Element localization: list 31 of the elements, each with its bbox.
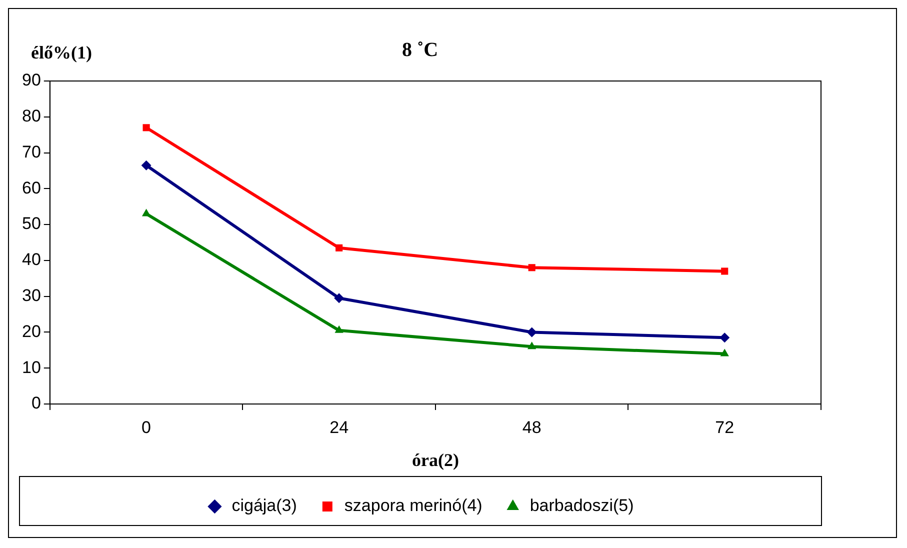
point (526, 327, 537, 338)
legend-label: barbadoszi(5) (530, 496, 634, 516)
y-tick-label: 40 (22, 250, 41, 270)
y-tick-label: 10 (22, 358, 41, 377)
point (721, 268, 728, 275)
y-tick-label: 80 (22, 106, 41, 126)
chart-title: 8 ˚C (402, 39, 438, 62)
x-tick-label: 24 (330, 418, 349, 437)
x-tick-label: 48 (522, 418, 542, 437)
point (334, 293, 344, 304)
point (528, 264, 536, 272)
y-tick-label: 90 (22, 70, 41, 90)
point (720, 332, 730, 343)
y-tick-label: 30 (22, 286, 41, 306)
point (334, 325, 344, 333)
legend-label: szapora merinó(4) (344, 496, 482, 516)
x-tick-label: 0 (142, 418, 152, 437)
y-tick-label: 70 (22, 142, 41, 162)
point (142, 124, 150, 132)
point (336, 244, 343, 252)
y-tick-label: 60 (22, 178, 41, 198)
y-tick-label: 20 (22, 322, 41, 341)
x-axis-title: óra(2) (412, 450, 459, 470)
y-tick-label: 0 (31, 394, 41, 413)
point (141, 160, 152, 170)
x-tick-label: 72 (715, 418, 734, 437)
y-axis-title: élő%(1) (31, 42, 92, 63)
y-tick-label: 50 (22, 214, 41, 234)
point (528, 342, 536, 350)
point (720, 348, 729, 356)
legend-label: cigája(3) (232, 496, 297, 516)
